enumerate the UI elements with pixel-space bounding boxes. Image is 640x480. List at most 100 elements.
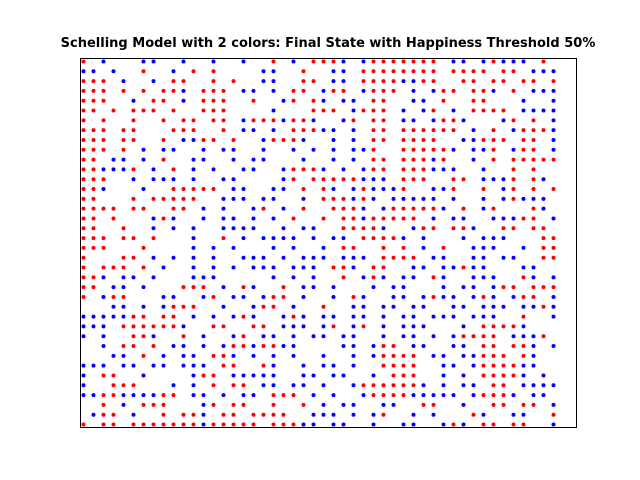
point-blue bbox=[421, 265, 426, 270]
point-blue bbox=[481, 245, 486, 250]
point-blue bbox=[271, 128, 276, 133]
point-blue bbox=[461, 402, 466, 407]
point-blue bbox=[531, 363, 536, 368]
point-red bbox=[341, 177, 346, 182]
point-red bbox=[401, 177, 406, 182]
point-blue bbox=[321, 128, 326, 133]
point-red bbox=[391, 373, 396, 378]
point-red bbox=[501, 226, 506, 231]
point-blue bbox=[301, 383, 306, 388]
point-blue bbox=[121, 275, 126, 280]
point-blue bbox=[341, 167, 346, 172]
point-blue bbox=[431, 157, 436, 162]
point-red bbox=[91, 147, 96, 152]
point-blue bbox=[211, 167, 216, 172]
point-red bbox=[241, 285, 246, 290]
point-blue bbox=[301, 314, 306, 319]
point-red bbox=[501, 69, 506, 74]
point-blue bbox=[291, 353, 296, 358]
point-blue bbox=[431, 314, 436, 319]
point-red bbox=[371, 275, 376, 280]
point-blue bbox=[111, 167, 116, 172]
point-blue bbox=[351, 334, 356, 339]
point-red bbox=[481, 334, 486, 339]
point-blue bbox=[461, 216, 466, 221]
point-blue bbox=[101, 167, 106, 172]
point-blue bbox=[331, 157, 336, 162]
point-red bbox=[131, 128, 136, 133]
point-red bbox=[441, 157, 446, 162]
point-red bbox=[431, 79, 436, 84]
point-blue bbox=[391, 196, 396, 201]
point-red bbox=[521, 294, 526, 299]
point-blue bbox=[401, 236, 406, 241]
point-blue bbox=[531, 334, 536, 339]
point-blue bbox=[241, 118, 246, 123]
point-blue bbox=[381, 402, 386, 407]
point-red bbox=[411, 373, 416, 378]
point-red bbox=[391, 69, 396, 74]
point-blue bbox=[361, 88, 366, 93]
point-red bbox=[91, 98, 96, 103]
point-red bbox=[211, 98, 216, 103]
point-blue bbox=[361, 147, 366, 152]
points-layer bbox=[81, 59, 556, 427]
point-red bbox=[351, 294, 356, 299]
point-red bbox=[311, 177, 316, 182]
point-red bbox=[361, 383, 366, 388]
point-red bbox=[141, 324, 146, 329]
point-red bbox=[271, 402, 276, 407]
point-blue bbox=[161, 265, 166, 270]
point-blue bbox=[521, 59, 526, 64]
point-blue bbox=[321, 412, 326, 417]
point-blue bbox=[401, 314, 406, 319]
point-red bbox=[251, 422, 256, 427]
point-red bbox=[91, 226, 96, 231]
point-red bbox=[471, 79, 476, 84]
point-blue bbox=[451, 334, 456, 339]
point-red bbox=[161, 88, 166, 93]
point-red bbox=[401, 137, 406, 142]
point-red bbox=[121, 88, 126, 93]
point-blue bbox=[451, 108, 456, 113]
point-red bbox=[281, 137, 286, 142]
point-red bbox=[481, 108, 486, 113]
point-red bbox=[481, 98, 486, 103]
point-blue bbox=[521, 98, 526, 103]
point-blue bbox=[261, 69, 266, 74]
point-blue bbox=[311, 147, 316, 152]
point-blue bbox=[241, 59, 246, 64]
point-blue bbox=[301, 255, 306, 260]
point-red bbox=[161, 196, 166, 201]
point-red bbox=[391, 79, 396, 84]
point-red bbox=[111, 393, 116, 398]
point-red bbox=[451, 177, 456, 182]
point-blue bbox=[321, 324, 326, 329]
point-red bbox=[201, 88, 206, 93]
point-blue bbox=[471, 314, 476, 319]
point-blue bbox=[431, 255, 436, 260]
point-blue bbox=[411, 412, 416, 417]
point-red bbox=[81, 285, 86, 290]
point-red bbox=[91, 187, 96, 192]
point-blue bbox=[121, 167, 126, 172]
point-blue bbox=[351, 157, 356, 162]
point-blue bbox=[111, 285, 116, 290]
point-blue bbox=[531, 88, 536, 93]
point-red bbox=[261, 304, 266, 309]
point-red bbox=[411, 69, 416, 74]
point-red bbox=[141, 402, 146, 407]
point-blue bbox=[351, 255, 356, 260]
point-red bbox=[431, 275, 436, 280]
point-blue bbox=[131, 412, 136, 417]
point-blue bbox=[251, 206, 256, 211]
point-red bbox=[231, 383, 236, 388]
point-blue bbox=[281, 167, 286, 172]
point-blue bbox=[471, 128, 476, 133]
point-red bbox=[551, 245, 556, 250]
point-blue bbox=[421, 196, 426, 201]
point-blue bbox=[291, 236, 296, 241]
point-blue bbox=[81, 314, 86, 319]
point-blue bbox=[461, 285, 466, 290]
point-red bbox=[401, 383, 406, 388]
